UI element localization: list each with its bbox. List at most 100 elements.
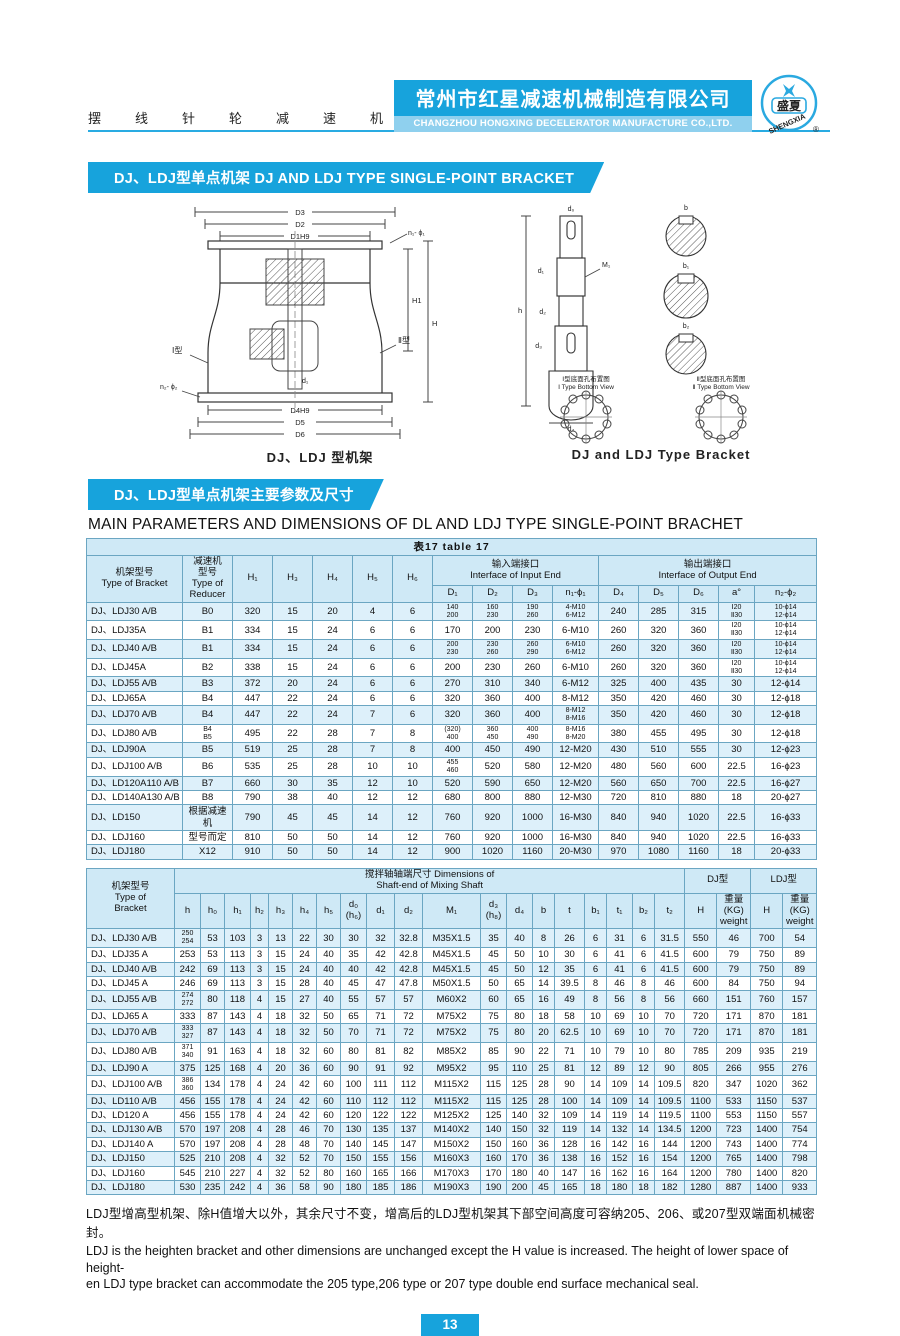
table-cell: DJ、LDJ70 A/B xyxy=(86,1023,175,1043)
table-cell: 32 xyxy=(292,1008,317,1025)
table-cell: 24 xyxy=(312,690,353,707)
table-cell: 320 xyxy=(638,657,679,678)
table-cell: B2 xyxy=(182,657,233,678)
bottom-view1-title-cn: Ⅰ型底面孔布置图 xyxy=(562,374,609,383)
table-cell: Ⅰ20 Ⅱ30 xyxy=(718,620,755,641)
table-cell: 20 xyxy=(268,1060,293,1077)
table-cell: 260 xyxy=(598,639,639,659)
table-cell: 42 xyxy=(366,961,395,977)
table-cell: 12 xyxy=(392,789,433,806)
table-cell: 90 xyxy=(653,1060,686,1077)
dim-d5: D5 xyxy=(295,418,305,427)
table-cell: 7 xyxy=(352,705,393,725)
table-cell: 14 xyxy=(352,830,393,846)
leader-n2 xyxy=(181,390,201,398)
table-cell: 456 xyxy=(174,1108,201,1124)
bottom-view1-title-en: Ⅰ Type Bottom View xyxy=(558,384,614,391)
table-cell: 65 xyxy=(340,1008,367,1025)
table-cell: 4-M10 6-M12 xyxy=(552,601,599,622)
table-row: DJ、LDJ40 A/B B1 334 15 24 6 6 200 230 230 260 260… xyxy=(86,639,818,659)
table-cell: 10-ϕ14 12-ϕ14 xyxy=(753,601,818,622)
table-cell: 180 xyxy=(606,1180,633,1196)
table-cell: 31.5 xyxy=(653,928,686,949)
table-cell: 16-ϕ27 xyxy=(753,775,818,791)
table-cell: M60X2 xyxy=(422,990,481,1010)
main-heading: MAIN PARAMETERS AND DIMENSIONS OF DL AND… xyxy=(88,516,744,533)
table-cell: 970 xyxy=(598,844,639,860)
table-cell: 3 xyxy=(250,928,269,949)
table-cell: 24 xyxy=(312,676,353,692)
table-cell: 660 xyxy=(232,775,273,791)
table-cell: 14 xyxy=(584,1122,607,1138)
table-cell: 798 xyxy=(782,1151,818,1167)
table-cell: 260 xyxy=(598,657,639,678)
table-row: DJ、LDJ65A B4 447 22 24 6 6 320 360 400 8-M12 350 420… xyxy=(86,690,818,707)
table-cell: 134.5 xyxy=(653,1122,686,1138)
table-cell: 13 xyxy=(268,928,293,949)
table-cell: 28 xyxy=(312,756,353,777)
table-caption: 表17 table 17 xyxy=(85,537,818,557)
table-cell: 700 xyxy=(750,928,784,949)
table-cell: 1400 xyxy=(750,1180,784,1196)
table-cell: 246 xyxy=(174,975,201,992)
table-cell: 190 260 xyxy=(512,601,553,622)
table-row: DJ、LDJ100 A/B B6 535 25 28 10 10 455 460 520 580 1… xyxy=(86,756,818,777)
caption-bracket: DJ、LDJ 型机架 xyxy=(266,450,374,465)
table-cell: 122 xyxy=(366,1108,395,1124)
table-cell: 28 xyxy=(268,1136,293,1153)
table-row: DJ、LDJ35 A 253 53 113 3 15 24 40 35 42 42.8 M45X1.5… xyxy=(86,947,818,963)
table-cell: 36 xyxy=(532,1151,555,1167)
table-cell: 22 xyxy=(292,928,317,949)
table-row: DJ、LDJ40 A/B 242 69 113 3 15 24 40 40 42 42.8 M45X1… xyxy=(86,961,818,977)
logo-text-cn: 盛夏 xyxy=(777,98,802,113)
table-cell: 58 xyxy=(292,1180,317,1196)
table-cell: 79 xyxy=(716,947,752,963)
dim-sd4: d₄ xyxy=(568,426,575,433)
table-cell: DJ、LDJ30 A/B xyxy=(86,928,175,949)
table-cell: 520 xyxy=(432,775,473,791)
table-cell: 79 xyxy=(606,1042,633,1062)
table-cell: 65 xyxy=(506,990,533,1010)
table-cell: 320 xyxy=(432,690,473,707)
table-cell: 71 xyxy=(366,1023,395,1043)
table-cell: 92 xyxy=(394,1060,423,1077)
table-cell: 510 xyxy=(638,742,679,758)
table-cell: 28 xyxy=(312,742,353,758)
table-cell: 1400 xyxy=(750,1122,784,1138)
table-cell: 235 xyxy=(200,1180,225,1196)
table-cell: 42 xyxy=(366,947,395,963)
table-cell: 1160 xyxy=(678,844,719,860)
table-cell: M115X2 xyxy=(422,1075,481,1095)
catalog-page: 摆线针轮减速机 常州市红星减速机械制造有限公司 CHANGZHOU HONGXI… xyxy=(0,74,900,1336)
dim-d2: D2 xyxy=(295,220,305,229)
table-cell: 333 327 xyxy=(174,1023,201,1043)
table-cell: 40 xyxy=(316,947,341,963)
table-cell: 60 xyxy=(316,1042,341,1062)
table-cell: B6 xyxy=(182,756,233,777)
table-cell: 8-M12 xyxy=(552,690,599,707)
table-cell: 6 xyxy=(584,947,607,963)
table-cell: 347 xyxy=(716,1075,752,1095)
table-cell: 8-M12 8-M16 xyxy=(552,705,599,725)
caption-type-bracket: DJ and LDJ Type Bracket xyxy=(571,447,751,462)
table-cell: 10 xyxy=(632,1008,655,1025)
table-cell: 79 xyxy=(716,961,752,977)
table-cell: 178 xyxy=(224,1108,251,1124)
table-cell: DJ、LD150 xyxy=(86,804,183,832)
table-cell: 186 xyxy=(394,1180,423,1196)
table-cell: 550 xyxy=(684,928,718,949)
table-cell: 360 xyxy=(678,639,719,659)
table-cell: 80 xyxy=(653,1042,686,1062)
column-header: D₆ xyxy=(678,584,719,603)
table-cell: 52 xyxy=(292,1151,317,1167)
table-cell: 32.8 xyxy=(394,928,423,949)
table-cell: 276 xyxy=(782,1060,818,1077)
table-cell: 147 xyxy=(394,1136,423,1153)
table-row: DJ、LDJ80 A/B 371 340 91 163 4 18 32 60 80 81 82 M85… xyxy=(86,1042,818,1062)
table-cell: 143 xyxy=(224,1008,251,1025)
table-cell: DJ、LDJ180 xyxy=(86,1180,175,1196)
table-cell: DJ、LDJ180 xyxy=(86,844,183,860)
bracket-section-drawing: D3 D2 D1H9 n₁- ϕ₁ xyxy=(160,207,437,439)
table-cell: DJ、LDJ70 A/B xyxy=(86,705,183,725)
table-row: DJ、LDJ80 A/B B4 B5 495 22 28 7 8 (320) 400 360 4… xyxy=(86,723,818,744)
